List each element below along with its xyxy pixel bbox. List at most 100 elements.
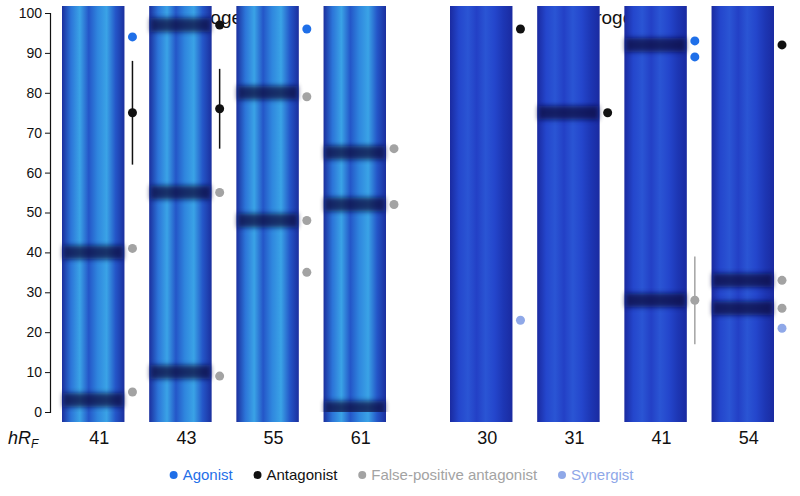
- band: [150, 186, 210, 200]
- chart: Estrogen-likeAndrogen-like01020304050607…: [0, 0, 800, 496]
- tick: 40: [26, 244, 50, 260]
- point: [690, 296, 699, 305]
- point: [128, 32, 137, 41]
- point: [778, 40, 787, 49]
- legend-marker: [170, 471, 178, 479]
- lane-image: [712, 6, 774, 422]
- band: [625, 293, 685, 307]
- band: [713, 273, 773, 287]
- tick: 20: [26, 324, 50, 340]
- tick-label: 40: [26, 244, 42, 260]
- point: [128, 244, 137, 253]
- tick-label: 30: [26, 284, 42, 300]
- tick-mark: [45, 292, 50, 293]
- tick: 50: [26, 204, 50, 220]
- error-bars: [132, 61, 694, 344]
- legend: Agonist Antagonist False-positive antagoni…: [170, 466, 635, 483]
- band: [713, 301, 773, 315]
- point: [215, 372, 224, 381]
- point: [778, 304, 787, 313]
- tick: 100: [19, 5, 50, 21]
- point: [302, 268, 311, 277]
- point: [128, 388, 137, 397]
- lane-label: 41: [89, 428, 109, 448]
- legend-marker: [254, 471, 262, 479]
- lane-label: 43: [176, 428, 196, 448]
- band: [150, 365, 210, 379]
- point: [390, 144, 399, 153]
- lane-label: 55: [264, 428, 284, 448]
- tick: 10: [26, 364, 50, 380]
- lane-label: 30: [477, 428, 497, 448]
- tick-label: 50: [26, 204, 42, 220]
- tick-mark: [45, 13, 50, 14]
- point: [516, 24, 525, 33]
- point: [603, 108, 612, 117]
- lane-image: [324, 6, 386, 422]
- tick-mark: [45, 372, 50, 373]
- lane-label: 31: [564, 428, 584, 448]
- lane-image: [624, 6, 686, 422]
- lane-image: [62, 6, 124, 422]
- band: [325, 198, 385, 212]
- axis-line: [45, 14, 51, 413]
- tick: 60: [26, 165, 50, 181]
- lanes: [62, 6, 774, 422]
- tick-mark: [45, 332, 50, 333]
- lane-label: 41: [652, 428, 672, 448]
- legend-item: Antagonist: [254, 466, 339, 483]
- tick-mark: [45, 173, 50, 174]
- point: [302, 92, 311, 101]
- band: [625, 38, 685, 52]
- point: [516, 316, 525, 325]
- lane-image: [537, 6, 599, 422]
- legend-item: False-positive antagonist: [358, 466, 538, 483]
- tick-mark: [45, 53, 50, 54]
- lane-image: [236, 6, 298, 422]
- tick-mark: [45, 412, 50, 413]
- tick-label: 70: [26, 125, 42, 141]
- tick: 30: [26, 284, 50, 300]
- y-axis: 0 10 20 30 40 50 60 70 80 90 100: [19, 5, 51, 420]
- tick-mark: [45, 133, 50, 134]
- points: [128, 20, 787, 396]
- point: [215, 188, 224, 197]
- point: [128, 108, 137, 117]
- tick-label: 60: [26, 165, 42, 181]
- tick-mark: [45, 213, 50, 214]
- tick-label: 0: [34, 404, 42, 420]
- band: [237, 213, 297, 227]
- lane-label: 54: [739, 428, 759, 448]
- tick: 70: [26, 125, 50, 141]
- lane-image: [450, 6, 512, 422]
- point: [778, 324, 787, 333]
- legend-label: Agonist: [183, 466, 234, 483]
- legend-label: False-positive antagonist: [371, 466, 538, 483]
- bands: [63, 18, 773, 412]
- legend-label: Synergist: [571, 466, 634, 483]
- legend-label: Antagonist: [267, 466, 339, 483]
- point: [215, 104, 224, 113]
- band: [325, 146, 385, 160]
- tick-label: 80: [26, 85, 42, 101]
- tick-mark: [45, 93, 50, 94]
- point: [302, 24, 311, 33]
- point: [302, 216, 311, 225]
- lane-image: [149, 6, 211, 422]
- band: [325, 401, 385, 412]
- lane-labels: 41 43 55 61 30 31 41 54: [89, 428, 759, 448]
- tick: 80: [26, 85, 50, 101]
- band: [150, 18, 210, 32]
- axis-title: hRF: [8, 428, 39, 451]
- band: [237, 86, 297, 100]
- band: [63, 393, 123, 407]
- point: [690, 36, 699, 45]
- point: [390, 200, 399, 209]
- point: [215, 20, 224, 29]
- lane-label: 61: [351, 428, 371, 448]
- legend-item: Synergist: [558, 466, 634, 483]
- tick: 90: [26, 45, 50, 61]
- band: [538, 106, 598, 120]
- legend-marker: [358, 471, 366, 479]
- point: [778, 276, 787, 285]
